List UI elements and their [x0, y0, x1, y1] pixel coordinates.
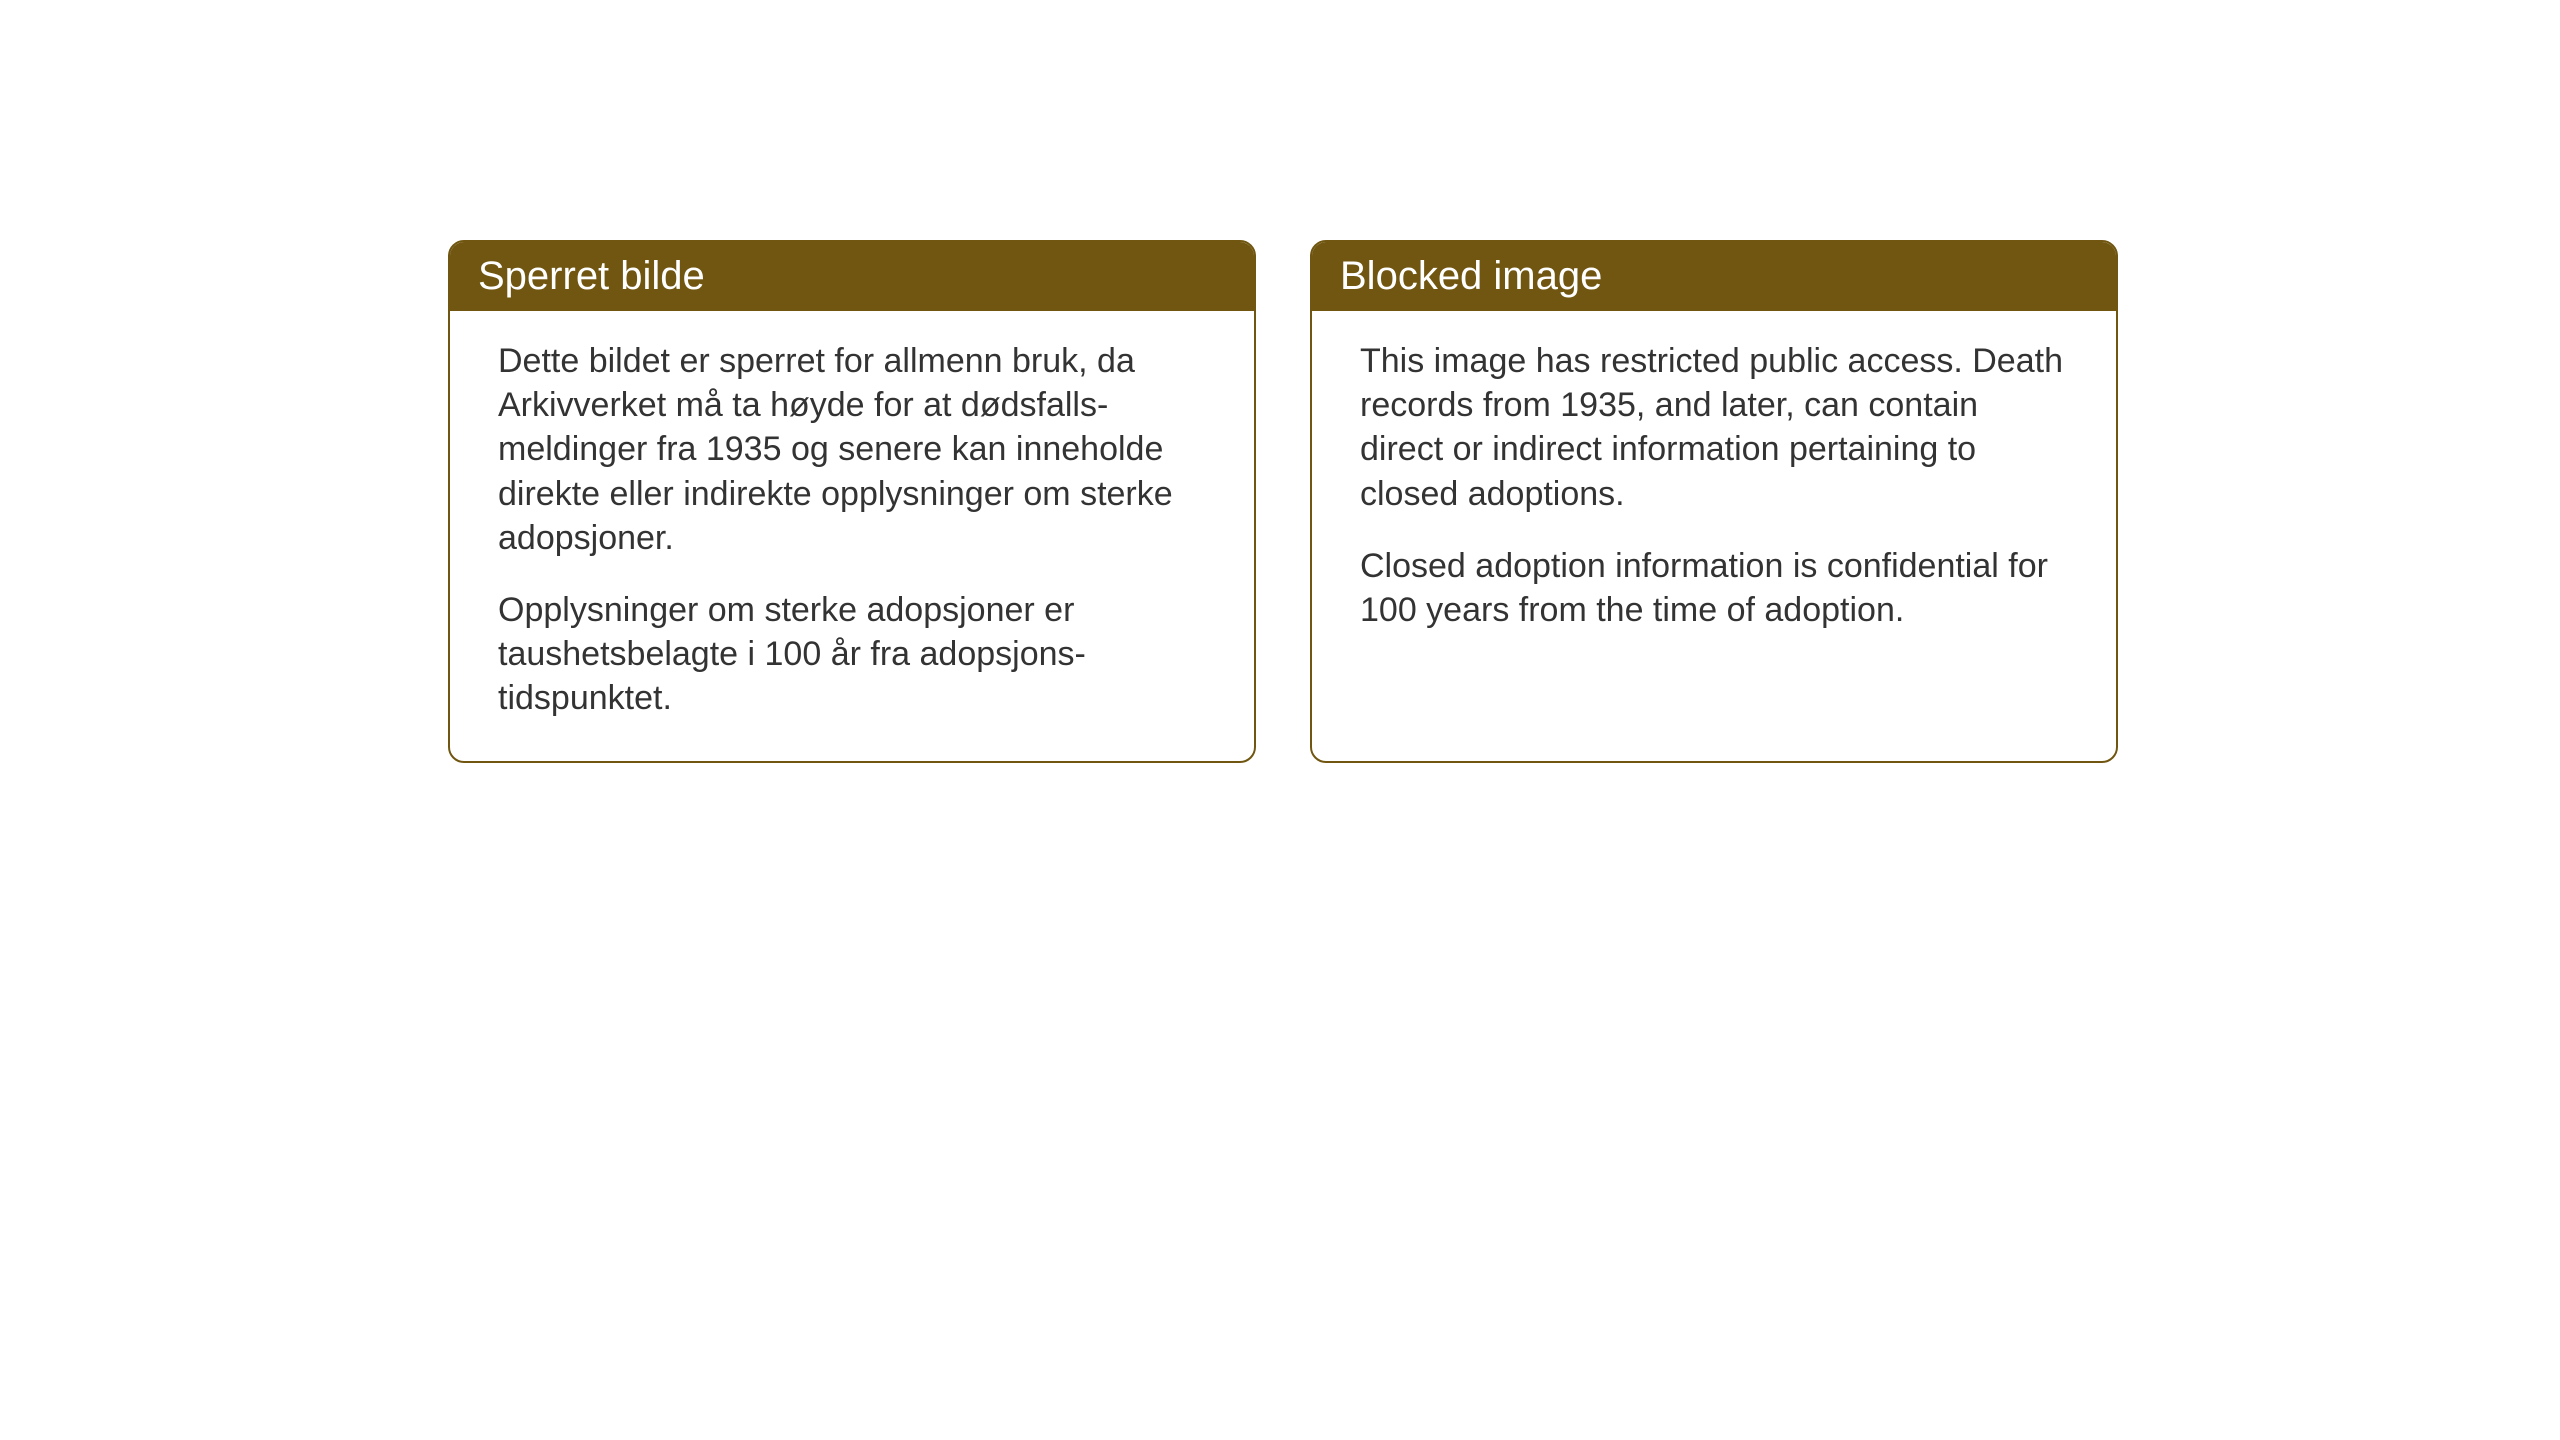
card-english-paragraph-2: Closed adoption information is confident…	[1360, 544, 2068, 632]
card-norwegian: Sperret bilde Dette bildet er sperret fo…	[448, 240, 1256, 763]
card-norwegian-paragraph-2: Opplysninger om sterke adopsjoner er tau…	[498, 588, 1206, 721]
card-english-header: Blocked image	[1312, 242, 2116, 311]
card-norwegian-header: Sperret bilde	[450, 242, 1254, 311]
card-norwegian-paragraph-1: Dette bildet er sperret for allmenn bruk…	[498, 339, 1206, 560]
cards-container: Sperret bilde Dette bildet er sperret fo…	[448, 240, 2118, 763]
card-english-paragraph-1: This image has restricted public access.…	[1360, 339, 2068, 516]
card-english-body: This image has restricted public access.…	[1312, 311, 2116, 672]
card-english: Blocked image This image has restricted …	[1310, 240, 2118, 763]
card-english-title: Blocked image	[1340, 254, 1602, 298]
card-norwegian-title: Sperret bilde	[478, 254, 705, 298]
card-norwegian-body: Dette bildet er sperret for allmenn bruk…	[450, 311, 1254, 761]
